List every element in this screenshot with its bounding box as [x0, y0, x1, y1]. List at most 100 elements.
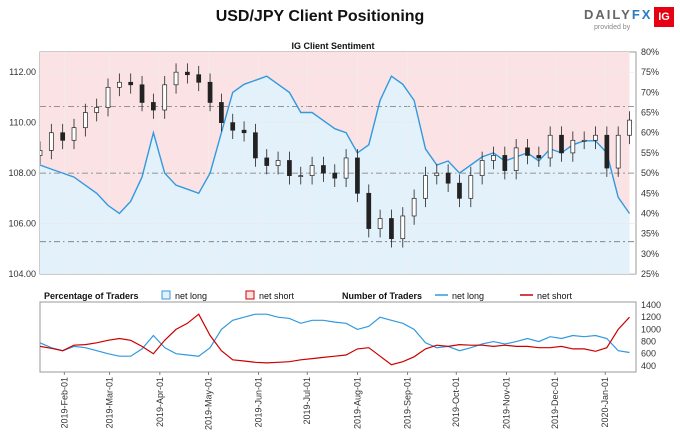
candle-body	[389, 218, 394, 240]
candle-body	[491, 155, 496, 161]
candle-body	[48, 132, 54, 151]
candle-body	[207, 81, 213, 103]
candle-body	[94, 107, 100, 113]
legend-percentage-title: Percentage of Traders	[44, 291, 139, 301]
candle-body	[105, 86, 111, 108]
candle-body	[570, 139, 576, 154]
candle-body	[117, 81, 122, 88]
candle-body	[309, 165, 315, 176]
candle-body	[457, 182, 462, 199]
legend-net-long-label: net long	[175, 291, 207, 301]
candle-body	[139, 84, 145, 103]
percentage-tick-label: 40%	[641, 208, 659, 218]
candle-body	[536, 155, 542, 159]
number-net-short-line	[40, 313, 630, 366]
candle-body	[502, 155, 508, 171]
date-tick-label: 2019-Jul-01	[302, 377, 312, 425]
legend: Percentage of Traders net long net short…	[44, 290, 573, 301]
legend-net-short-swatch	[245, 290, 255, 300]
date-tick-label: 2019-Aug-01	[352, 377, 362, 429]
legend-net-short-label: net short	[259, 291, 295, 301]
candle-body	[423, 175, 428, 199]
price-candles	[40, 63, 632, 248]
date-tick-label: 2019-Oct-01	[451, 377, 461, 427]
candle-body	[298, 175, 304, 177]
dailyfx-logo: DAILYFX IG provided by	[584, 7, 676, 37]
legend-number-title: Number of Traders	[342, 291, 422, 301]
candle-body	[253, 132, 258, 159]
candle-body	[185, 71, 190, 76]
date-tick-label: 2019-Dec-01	[550, 377, 560, 429]
candle-body	[547, 134, 553, 159]
candle-body	[581, 139, 587, 142]
date-tick-label: 2019-Mar-01	[105, 377, 115, 429]
percentage-tick-label: 60%	[641, 128, 659, 138]
number-tick-label: 1000	[641, 324, 661, 334]
candle-body	[71, 127, 77, 141]
subtitle: IG Client Sentiment	[291, 41, 374, 51]
candle-body	[287, 160, 292, 176]
candle-body	[264, 157, 270, 166]
percentage-tick-label: 30%	[641, 249, 659, 259]
number-tick-label: 800	[641, 337, 656, 347]
candle-body	[162, 84, 168, 111]
price-tick-label: 106.00	[8, 219, 36, 229]
candle-body	[321, 165, 326, 174]
candle-body	[513, 147, 519, 171]
ig-logo-icon: IG	[654, 7, 674, 27]
lower-panel: 400 600 800 1000 1200 1400 2019-Feb-01 2019-Ma…	[39, 300, 661, 430]
candle-body	[400, 215, 406, 240]
percentage-axis: 25% 30% 35% 40% 45% 50% 55% 60% 65% 70% 75% 80%	[641, 47, 659, 279]
number-tick-label: 1200	[641, 312, 661, 322]
number-tick-label: 400	[641, 361, 656, 371]
percentage-tick-label: 80%	[641, 47, 659, 57]
date-tick-label: 2019-May-01	[203, 377, 213, 430]
price-tick-label: 104.00	[8, 269, 36, 279]
price-axis: 104.00 106.00 108.00 110.00 112.00	[8, 67, 36, 279]
chart-title: USD/JPY Client Positioning	[215, 8, 425, 25]
number-net-long-line	[40, 313, 630, 357]
candle-body	[468, 175, 474, 199]
percentage-tick-label: 50%	[641, 168, 659, 178]
percentage-tick-label: 65%	[641, 108, 659, 118]
price-tick-label: 110.00	[9, 118, 36, 128]
candle-body	[230, 122, 236, 131]
percentage-tick-label: 35%	[641, 229, 659, 239]
candle-body	[60, 132, 66, 141]
brand-wordmark: DAILYFX	[584, 7, 653, 22]
candle-body	[82, 112, 88, 129]
percentage-tick-label: 70%	[641, 87, 659, 97]
candle-body	[604, 134, 610, 169]
date-tick-label: 2019-Sep-01	[403, 377, 413, 429]
brand-tagline: provided by	[594, 24, 631, 31]
price-tick-label: 108.00	[8, 168, 36, 178]
candle-body	[366, 192, 372, 229]
candle-body	[343, 157, 349, 179]
number-axis: 400 600 800 1000 1200 1400	[641, 300, 661, 371]
date-tick-label: 2019-Apr-01	[155, 377, 165, 427]
date-tick-label: 2019-Nov-01	[501, 377, 511, 429]
legend-number-long-label: net long	[452, 291, 484, 301]
date-tick-label: 2019-Feb-01	[59, 377, 69, 429]
candle-body	[434, 172, 440, 176]
candle-body	[445, 172, 451, 184]
candle-body	[40, 150, 43, 156]
main-panel: IG Client Sentiment 104.00 106.00 108.00 11…	[8, 41, 659, 279]
legend-number-short-label: net short	[537, 291, 573, 301]
percentage-tick-label: 45%	[641, 188, 659, 198]
candle-body	[332, 172, 338, 179]
candle-body	[559, 134, 564, 154]
candle-body	[355, 157, 360, 194]
price-tick-label: 112.00	[9, 67, 36, 77]
candle-body	[196, 74, 202, 83]
candle-body	[219, 102, 224, 123]
number-tick-label: 600	[641, 349, 656, 359]
percentage-tick-label: 55%	[641, 148, 659, 158]
net-long-percentage-line	[40, 75, 631, 215]
candle-body	[479, 160, 485, 176]
candle-body	[241, 129, 247, 134]
candle-body	[593, 134, 598, 141]
legend-net-long-swatch	[161, 290, 171, 300]
date-tick-label: 2020-Jan-01	[600, 377, 610, 428]
